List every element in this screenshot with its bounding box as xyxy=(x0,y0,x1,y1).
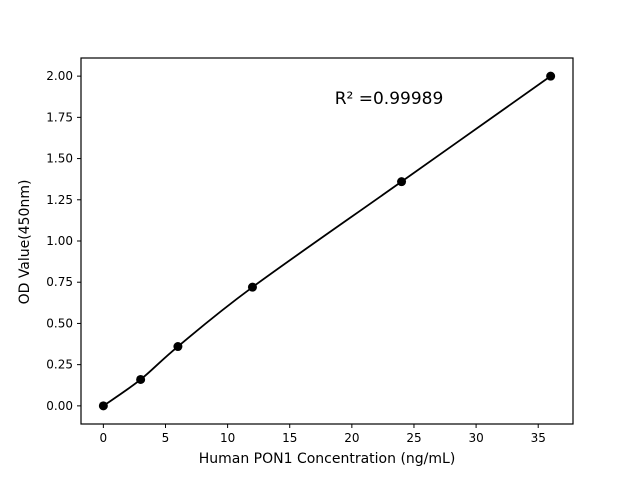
data-point-marker xyxy=(136,374,146,384)
fit-line xyxy=(102,75,552,407)
data-point-marker xyxy=(397,177,407,187)
x-tick-label: 5 xyxy=(162,431,170,445)
x-tick-label: 30 xyxy=(468,431,483,445)
r-squared-annotation: R² =0.99989 xyxy=(334,89,444,109)
x-tick-label: 10 xyxy=(220,431,235,445)
data-point-marker xyxy=(173,342,183,352)
data-point-marker xyxy=(98,401,108,411)
y-tick-label: 0.25 xyxy=(46,358,73,372)
y-tick-label: 1.50 xyxy=(46,152,73,166)
y-tick-label: 1.75 xyxy=(46,110,73,124)
x-tick-label: 35 xyxy=(531,431,546,445)
y-tick-label: 0.50 xyxy=(46,316,73,330)
y-tick-label: 0.75 xyxy=(46,275,73,289)
x-tick-label: 0 xyxy=(100,431,108,445)
y-tick-label: 0.00 xyxy=(46,399,73,413)
data-point-marker xyxy=(546,71,556,81)
y-tick-label: 1.25 xyxy=(46,193,73,207)
y-tick-label: 2.00 xyxy=(46,69,73,83)
y-axis-label: OD Value(450nm) xyxy=(17,179,33,305)
data-point-marker xyxy=(247,282,257,292)
y-tick-label: 1.00 xyxy=(46,234,73,248)
x-tick-label: 25 xyxy=(406,431,421,445)
x-tick-label: 15 xyxy=(282,431,297,445)
x-tick-label: 20 xyxy=(344,431,359,445)
x-axis-label: Human PON1 Concentration (ng/mL) xyxy=(198,451,456,467)
